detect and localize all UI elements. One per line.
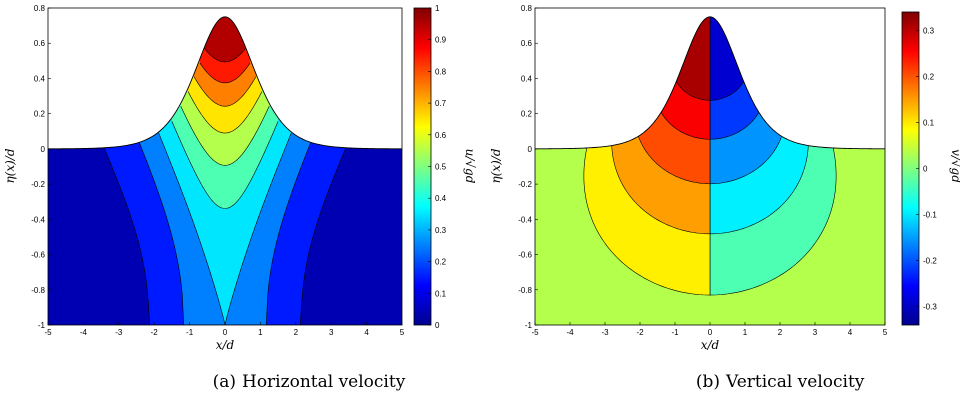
colorbar-tick-label: -0.3 bbox=[923, 303, 937, 312]
colorbar-tick-label: 0.9 bbox=[435, 36, 447, 45]
panel-b-free-surface bbox=[535, 16, 885, 150]
y-tick-label: -0.4 bbox=[31, 215, 45, 224]
x-tick-label: -2 bbox=[151, 328, 159, 337]
colorbar-tick-label: 0.6 bbox=[435, 131, 447, 140]
panel-a-colorbar-ticks: 0 0.1 0.2 0.3 0.4 0.5 0.6 0.7 0.8 0.9 1 bbox=[428, 4, 447, 330]
y-tick-label: 0.6 bbox=[521, 39, 533, 48]
panel-b-colorbar-label: v/√gd bbox=[949, 149, 960, 183]
contour-line bbox=[171, 121, 279, 209]
y-tick-label: -0.6 bbox=[31, 251, 45, 260]
x-tick-label: -5 bbox=[531, 328, 539, 337]
colorbar-tick-label: 0.2 bbox=[923, 72, 935, 81]
y-tick-label: -0.8 bbox=[31, 286, 45, 295]
y-tick-label: -0.6 bbox=[518, 251, 532, 260]
y-tick-label: -1 bbox=[38, 321, 46, 330]
panel-b-ylabel: η(x)/d bbox=[489, 148, 503, 183]
y-tick-label: 0.4 bbox=[521, 74, 533, 83]
y-tick-label: -0.2 bbox=[31, 180, 45, 189]
y-tick-label: -0.2 bbox=[518, 180, 532, 189]
colorbar-tick-label: -0.2 bbox=[923, 257, 937, 266]
x-tick-label: 5 bbox=[883, 328, 888, 337]
x-tick-label: 4 bbox=[364, 328, 369, 337]
panel-a: -5 -4 -3 -2 -1 0 1 2 3 4 5 -1-0.8-0.6-0.4-0.200.20… bbox=[3, 4, 477, 392]
panel-b-xlabel: x/d bbox=[701, 338, 720, 352]
panel-a-xlabel: x/d bbox=[216, 338, 235, 352]
y-tick-label: 0 bbox=[528, 145, 533, 154]
x-tick-label: 3 bbox=[813, 328, 818, 337]
x-tick-label: 0 bbox=[223, 328, 228, 337]
y-tick-label: -0.4 bbox=[518, 215, 532, 224]
x-tick-label: 5 bbox=[400, 328, 405, 337]
y-tick-label: -0.8 bbox=[518, 286, 532, 295]
y-tick-label: 0.2 bbox=[34, 110, 46, 119]
x-tick-label: -5 bbox=[44, 328, 52, 337]
colorbar-tick-label: 0.3 bbox=[923, 26, 935, 35]
colorbar-tick-label: 0.1 bbox=[435, 289, 447, 298]
panel-a-y-ticks: -1 -0.8 -0.6 -0.4 -0.2 0 0.2 0.4 0.6 0.8 bbox=[31, 4, 51, 330]
x-tick-label: 1 bbox=[258, 328, 263, 337]
colorbar-tick-label: 0.4 bbox=[435, 194, 447, 203]
x-tick-label: 3 bbox=[329, 328, 334, 337]
panel-b-y-ticks: -1 -0.8 -0.6 -0.4 -0.2 0 0.2 0.4 0.6 0.8 bbox=[518, 4, 538, 330]
x-tick-label: 0 bbox=[708, 328, 713, 337]
colorbar-tick-label: -0.1 bbox=[923, 211, 937, 220]
panel-a-x-ticks: -5 -4 -3 -2 -1 0 1 2 3 4 5 bbox=[44, 322, 405, 337]
panel-a-ylabel: η(x)/d bbox=[3, 148, 17, 183]
x-tick-label: -1 bbox=[671, 328, 679, 337]
colorbar-tick-label: 0.2 bbox=[435, 258, 447, 267]
x-tick-label: -4 bbox=[80, 328, 88, 337]
panel-b-colorbar-ticks: -0.3 -0.2 -0.1 0 0.1 0.2 0.3 bbox=[916, 26, 937, 312]
contour-line bbox=[193, 76, 257, 107]
contour-line bbox=[180, 105, 270, 166]
contour-line bbox=[204, 48, 246, 63]
colorbar-tick-label: 0.3 bbox=[435, 226, 447, 235]
y-tick-label: 0.4 bbox=[34, 74, 46, 83]
colorbar-tick-label: 1 bbox=[435, 4, 440, 13]
y-tick-label: 0.6 bbox=[34, 39, 46, 48]
x-tick-label: 2 bbox=[778, 328, 783, 337]
panel-a-contour-fill bbox=[48, 16, 402, 326]
x-tick-label: -3 bbox=[115, 328, 123, 337]
y-tick-label: 0.2 bbox=[521, 110, 533, 119]
colorbar-tick-label: 0 bbox=[435, 321, 440, 330]
y-tick-label: 0 bbox=[41, 145, 46, 154]
panel-a-caption: Horizontal velocity bbox=[242, 372, 406, 392]
contour-line bbox=[199, 62, 251, 84]
x-tick-label: -3 bbox=[601, 328, 609, 337]
x-tick-label: 4 bbox=[848, 328, 853, 337]
panel-b-caption: Vertical velocity bbox=[725, 372, 865, 392]
x-tick-label: -2 bbox=[636, 328, 644, 337]
contour-line bbox=[187, 91, 263, 134]
panel-b: -5 -4 -3 -2 -1 0 1 2 3 4 5 -1 -0.8 -0.6 -0.4 -0.2 0 0.2 0… bbox=[489, 4, 960, 392]
y-tick-label: -1 bbox=[525, 321, 533, 330]
panel-a-colorbar-label: u/√gd bbox=[463, 149, 477, 184]
colorbar-tick-label: 0.7 bbox=[435, 99, 447, 108]
colorbar-tick-label: 0 bbox=[923, 165, 928, 174]
panel-a-free-surface bbox=[48, 16, 402, 150]
contour-band bbox=[204, 16, 246, 62]
y-tick-label: 0.8 bbox=[521, 4, 533, 13]
panel-a-caption-label: (a) bbox=[213, 372, 236, 392]
y-tick-label: 0.8 bbox=[34, 4, 46, 13]
panel-b-caption-label: (b) bbox=[696, 372, 720, 392]
panel-b-x-ticks: -5 -4 -3 -2 -1 0 1 2 3 4 5 bbox=[531, 322, 888, 337]
x-tick-label: 1 bbox=[743, 328, 748, 337]
colorbar-tick-label: 0.8 bbox=[435, 67, 447, 76]
x-tick-label: -4 bbox=[566, 328, 574, 337]
colorbar-tick-label: 0.1 bbox=[923, 118, 935, 127]
x-tick-label: 2 bbox=[294, 328, 299, 337]
x-tick-label: -1 bbox=[186, 328, 194, 337]
colorbar-tick-label: 0.5 bbox=[435, 163, 447, 172]
